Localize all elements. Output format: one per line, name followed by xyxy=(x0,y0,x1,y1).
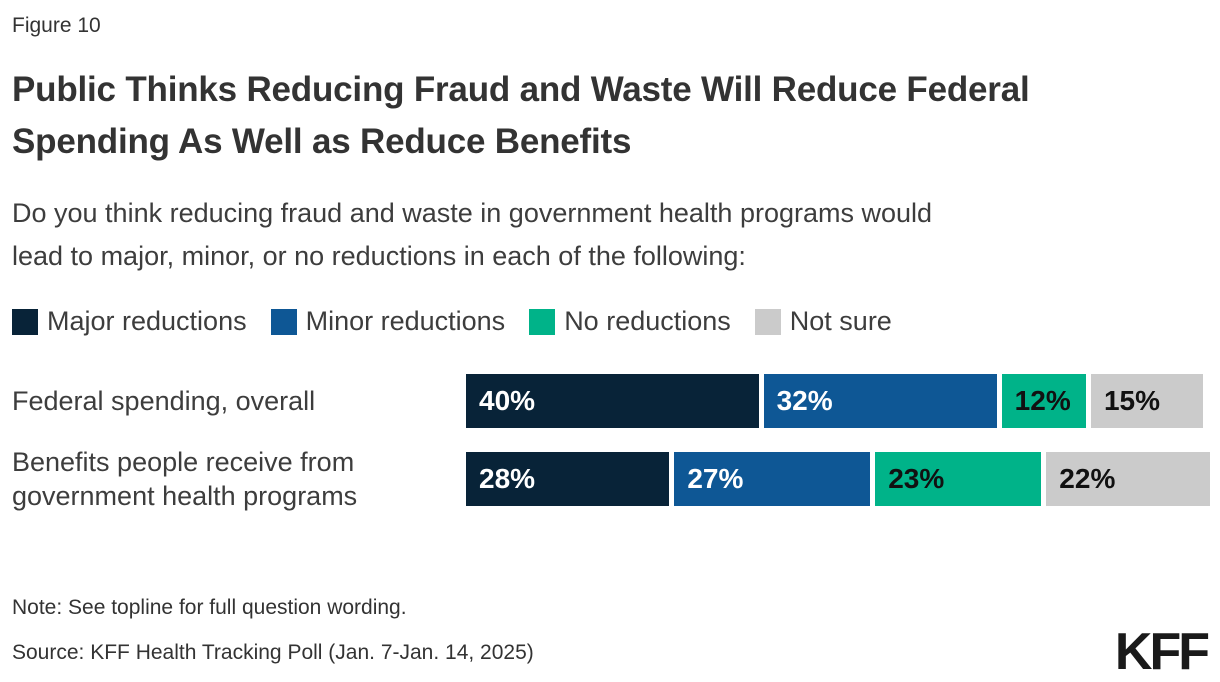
legend-swatch xyxy=(270,308,297,335)
chart-subtitle-line-1: Do you think reducing fraud and waste in… xyxy=(12,198,933,228)
bar-segment: 40% xyxy=(466,374,764,428)
bar-value-label: 28% xyxy=(479,463,536,494)
bar-strip: 28% 27% 23% 22% xyxy=(466,452,1210,506)
legend-item: No reductions xyxy=(529,306,731,337)
kff-logo: KFF xyxy=(1114,623,1210,681)
bar-value-label: 27% xyxy=(687,463,744,494)
note-text: Note: See topline for full question word… xyxy=(12,596,407,619)
legend-item: Not sure xyxy=(754,306,892,337)
bar-value-label: 23% xyxy=(888,463,945,494)
legend-item: Major reductions xyxy=(12,306,247,337)
chart: Federal spending, overall 40% 32% 12% 15% Ben… xyxy=(12,374,1210,530)
legend: Major reductions Minor reductions No reduc… xyxy=(12,306,892,337)
bar-value-label: 22% xyxy=(1059,463,1116,494)
legend-label: No reductions xyxy=(564,306,731,336)
chart-subtitle: Do you think reducing fraud and waste in… xyxy=(12,192,932,278)
bar-segment: 27% xyxy=(674,452,876,506)
legend-label: Minor reductions xyxy=(305,306,506,336)
chart-row: Benefits people receive from government … xyxy=(12,447,1210,511)
bar-segment: 15% xyxy=(1090,374,1203,428)
bar-segment: 28% xyxy=(466,452,675,506)
chart-title: Public Thinks Reducing Fraud and Waste W… xyxy=(12,64,1030,168)
figure-label: Figure 10 xyxy=(12,14,101,37)
bar-value-label: 12% xyxy=(1014,385,1071,416)
bar-value-label: 32% xyxy=(776,385,833,416)
bar-value-label: 40% xyxy=(479,385,536,416)
legend-swatch xyxy=(529,308,556,335)
source-text: Source: KFF Health Tracking Poll (Jan. 7… xyxy=(12,641,534,664)
bar-segment: 22% xyxy=(1046,452,1210,506)
bar-segment: 23% xyxy=(875,452,1047,506)
legend-swatch xyxy=(12,308,38,335)
bar-segment: 12% xyxy=(1001,374,1091,428)
legend-swatch xyxy=(754,308,781,335)
legend-label: Major reductions xyxy=(47,306,247,336)
chart-title-line-2: Spending As Well as Reduce Benefits xyxy=(12,122,632,161)
legend-label: Not sure xyxy=(789,306,892,336)
bar-value-label: 15% xyxy=(1103,385,1160,416)
bar-strip: 40% 32% 12% 15% xyxy=(466,374,1210,428)
category-label: Federal spending, overall xyxy=(12,386,316,416)
chart-title-line-1: Public Thinks Reducing Fraud and Waste W… xyxy=(12,70,1030,109)
category-label: Benefits people receive from government … xyxy=(12,447,358,511)
chart-row: Federal spending, overall 40% 32% 12% 15% xyxy=(12,374,1210,428)
chart-subtitle-line-2: lead to major, minor, or no reductions i… xyxy=(12,241,746,271)
bar-segment: 32% xyxy=(763,374,1002,428)
legend-item: Minor reductions xyxy=(270,306,506,337)
